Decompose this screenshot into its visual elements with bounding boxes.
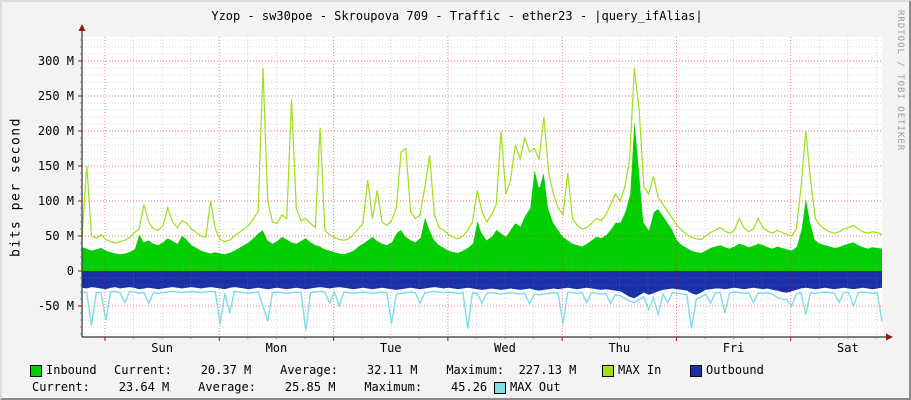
x-tick-label: Tue (379, 341, 402, 355)
y-tick-label: 150 M (37, 159, 74, 173)
y-tick-label: -50 M (37, 299, 74, 313)
x-tick-label: Wed (494, 341, 516, 355)
y-tick-label: 300 M (37, 54, 74, 68)
x-tick-label: Mon (265, 341, 288, 355)
max-in-legend-swatch (602, 365, 614, 377)
x-tick-label: Thu (608, 341, 631, 355)
inbound-legend-label: Inbound (46, 363, 97, 377)
graph-title: Yzop - sw30poe - Skroupova 709 - Traffic… (211, 9, 703, 23)
max-out-legend-swatch (494, 382, 506, 394)
x-tick-label: Fri (722, 341, 745, 355)
x-tick-label: Sun (151, 341, 173, 355)
x-tick-label: Sat (837, 341, 859, 355)
traffic-plot (78, 24, 893, 341)
inbound-legend-swatch (30, 365, 42, 377)
max-in-legend-label: MAX In (618, 363, 662, 377)
y-tick-label: 0 (66, 264, 74, 278)
outbound-legend-swatch (690, 365, 702, 377)
rrdtool-watermark: RRDTOOL / TOBI OETIKER (895, 10, 905, 152)
y-tick-label: 200 M (37, 124, 74, 138)
outbound-stats: Current: 23.64 M Average: 25.85 M Maximu… (32, 380, 502, 394)
inbound-stats: Current: 20.37 M Average: 32.11 M Maximu… (114, 363, 577, 377)
y-tick-label: 50 M (45, 229, 74, 243)
outbound-legend-label: Outbound (706, 363, 764, 377)
y-tick-label: 250 M (37, 89, 74, 103)
max-out-legend-label: MAX Out (510, 380, 561, 394)
y-tick-label: 100 M (37, 194, 74, 208)
